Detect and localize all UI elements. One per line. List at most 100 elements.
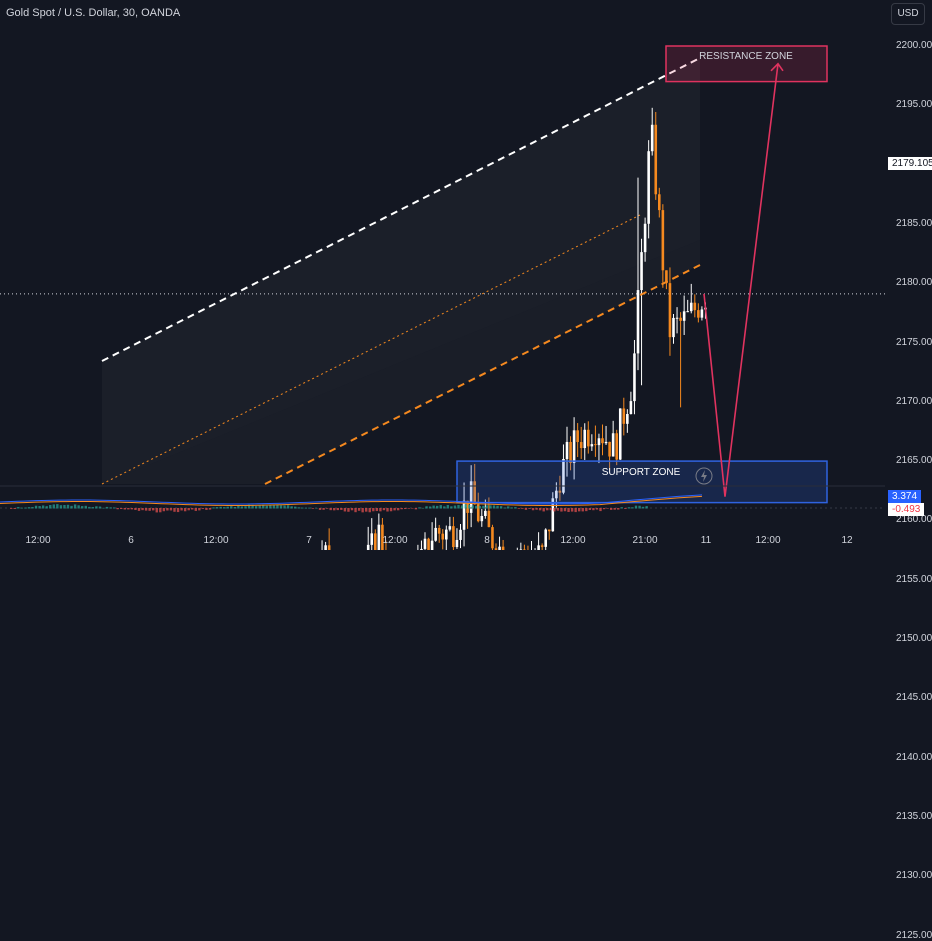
candle-body [445, 529, 448, 540]
indicator-bar [549, 508, 552, 511]
candle-body [579, 442, 583, 449]
indicator-bar [123, 508, 126, 510]
indicator-bar [226, 506, 229, 509]
candle-body [615, 433, 618, 460]
indicator-bar [63, 505, 66, 509]
indicator-bar [396, 508, 400, 511]
indicator-bar [77, 505, 80, 509]
y-tick-label: 2145.000 [896, 692, 932, 704]
indicator-bar [606, 508, 609, 509]
y-tick-label: 2170.000 [896, 395, 932, 407]
indicator-bar [176, 508, 180, 513]
indicator-bar [379, 508, 382, 512]
channel-upper-line [101, 57, 701, 362]
indicator-bar [553, 508, 556, 512]
indicator-bar [510, 507, 513, 509]
y-tick-label: 2160.000 [896, 514, 932, 526]
indicator-bar [66, 504, 70, 509]
indicator-bar [613, 508, 616, 510]
projection-arrowhead [770, 62, 784, 72]
indicator-bar [524, 508, 528, 510]
candle-body [689, 302, 693, 312]
candle-body [555, 490, 558, 499]
indicator-bar [38, 506, 41, 509]
indicator-bar [162, 508, 166, 512]
indicator-bar [84, 505, 87, 509]
lightning-icon [695, 467, 713, 485]
indicator-bar [347, 508, 350, 512]
resistance-zone [665, 45, 828, 83]
indicator-bar [159, 508, 162, 513]
indicator-bar [496, 505, 499, 509]
chart-title: Gold Spot / U.S. Dollar, 30, OANDA [6, 7, 181, 19]
indicator-bar [148, 508, 151, 511]
indicator-bar [446, 505, 450, 509]
indicator-bar [588, 508, 592, 511]
indicator-bar [276, 504, 279, 509]
resistance-zone-label: RESISTANCE ZONE [699, 51, 793, 62]
indicator-bar [194, 508, 197, 511]
candle-body [640, 252, 643, 291]
indicator-bar [301, 507, 304, 509]
indicator-bar [283, 505, 286, 509]
candle-body [370, 533, 374, 545]
x-tick-label: 21:00 [632, 535, 658, 546]
indicator-bar [91, 507, 95, 509]
indicator-bar [17, 506, 20, 509]
candle-body [611, 433, 615, 457]
candle-body [697, 310, 700, 318]
indicator-bar [294, 506, 297, 509]
indicator-bar [173, 508, 176, 512]
indicator-bar [141, 508, 144, 511]
indicator-bar [336, 508, 339, 511]
candle-body [608, 441, 611, 457]
indicator-bar [329, 508, 332, 511]
candle-body [672, 317, 675, 338]
price-chart[interactable]: RESISTANCE ZONE SUPPORT ZONE [0, 0, 932, 550]
candle-body [658, 194, 661, 211]
indicator-bar [389, 508, 393, 512]
x-tick-label: 12:00 [755, 535, 781, 546]
y-tick-label: 2150.000 [896, 633, 932, 644]
indicator-bar [535, 508, 538, 510]
indicator-bar [279, 505, 283, 509]
candle-body [647, 151, 650, 224]
y-tick-label: 2185.000 [896, 217, 932, 229]
candle-body [565, 441, 569, 459]
indicator-bar [482, 505, 485, 509]
indicator-bar [198, 508, 201, 511]
indicator-bar [578, 508, 581, 512]
currency-button[interactable]: USD [891, 3, 925, 25]
candle-body [448, 526, 452, 530]
indicator-bar [372, 508, 375, 512]
y-tick-label: 2200.000 [896, 40, 932, 51]
indicator-bar [609, 508, 613, 510]
indicator-bar [219, 506, 222, 509]
indicator-value-top: 3.374 [888, 490, 922, 503]
candle-body [576, 430, 579, 443]
indicator-bar [265, 505, 268, 509]
candle-body [366, 544, 370, 550]
indicator-bar [361, 508, 364, 513]
indicator-bar [542, 508, 545, 512]
candle-body [466, 500, 469, 513]
x-tick-label: 8 [484, 535, 490, 546]
indicator-bar [354, 508, 357, 513]
indicator-bar [233, 507, 237, 509]
indicator-bar [98, 506, 102, 509]
indicator-bar [24, 507, 27, 509]
candle-body [547, 529, 551, 532]
indicator-bar [489, 505, 492, 509]
indicator-bar [311, 508, 315, 509]
y-tick-label: 2180.000 [896, 277, 932, 289]
indicator-bar [155, 508, 158, 513]
x-tick-label: 12:00 [382, 535, 408, 546]
indicator-bar [432, 505, 435, 509]
indicator-bar [450, 506, 453, 509]
indicator-bar [88, 506, 91, 509]
candle-body [604, 441, 608, 444]
candle-body [540, 545, 544, 547]
indicator-bar [453, 505, 457, 509]
indicator-bar [10, 508, 13, 509]
indicator-bar [27, 507, 31, 509]
